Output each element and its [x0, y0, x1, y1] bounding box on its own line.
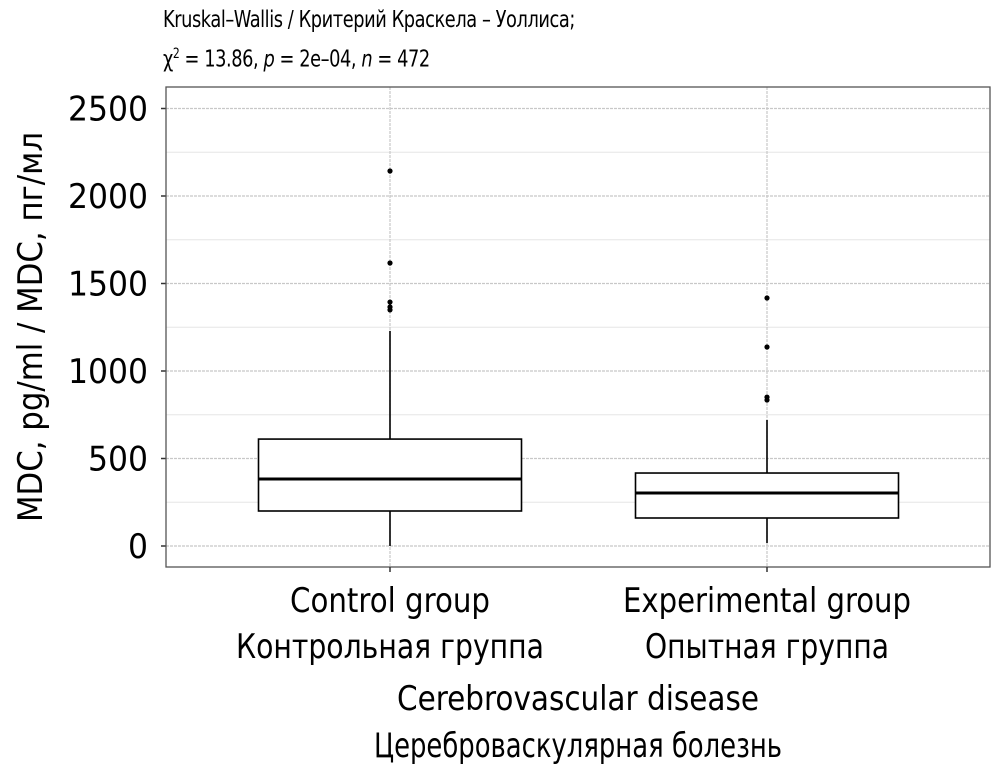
y-axis-label: MDC, pg/ml / MDC, пг/мл: [11, 132, 51, 522]
n-symbol: n: [361, 46, 373, 73]
y-tick-label: 0: [128, 527, 148, 567]
box-iqr: [257, 438, 523, 512]
chart-subtitle: χ2 = 13.86, p = 2e–04, n = 472: [163, 40, 430, 74]
plot-frame: [165, 86, 991, 568]
box-iqr: [634, 472, 900, 519]
x-tick-label-ru: Контрольная группа: [236, 627, 544, 667]
x-tick-label-en: Experimental group: [623, 581, 911, 621]
chi-value: = 13.86,: [179, 46, 264, 73]
outlier-point: [387, 168, 393, 174]
outlier-point: [764, 344, 770, 350]
outlier-point: [764, 394, 770, 400]
outlier-point: [387, 260, 393, 266]
y-axis: 0 500 1000 1500 2000 2500: [68, 90, 166, 567]
box-group: [257, 168, 523, 546]
box-group: [634, 295, 900, 544]
y-tick-label: 1500: [68, 265, 148, 305]
x-axis-label-ru: Цереброваскулярная болезнь: [374, 726, 782, 766]
p-symbol: p: [263, 46, 275, 73]
x-axis: Control group Контрольная группа Experimen…: [236, 567, 911, 667]
y-tick-label: 500: [88, 440, 148, 480]
x-axis-label-en: Cerebrovascular disease: [397, 679, 759, 719]
outlier-point: [764, 295, 770, 301]
p-value: = 2e–04,: [274, 46, 362, 73]
y-tick-label: 2000: [68, 177, 148, 217]
n-value: = 472: [372, 46, 430, 73]
chart-title: Kruskal–Wallis / Критерий Краскела – Уол…: [163, 7, 575, 33]
outlier-point: [387, 299, 393, 305]
y-tick-label: 1000: [68, 352, 148, 392]
chi-exponent: 2: [172, 46, 180, 62]
x-tick-label-ru: Опытная группа: [645, 627, 889, 667]
x-tick-label-en: Control group: [290, 581, 490, 621]
y-tick-label: 2500: [68, 90, 148, 130]
chi-symbol: χ: [163, 46, 173, 73]
outlier-point: [387, 304, 393, 310]
boxes: [257, 168, 900, 546]
